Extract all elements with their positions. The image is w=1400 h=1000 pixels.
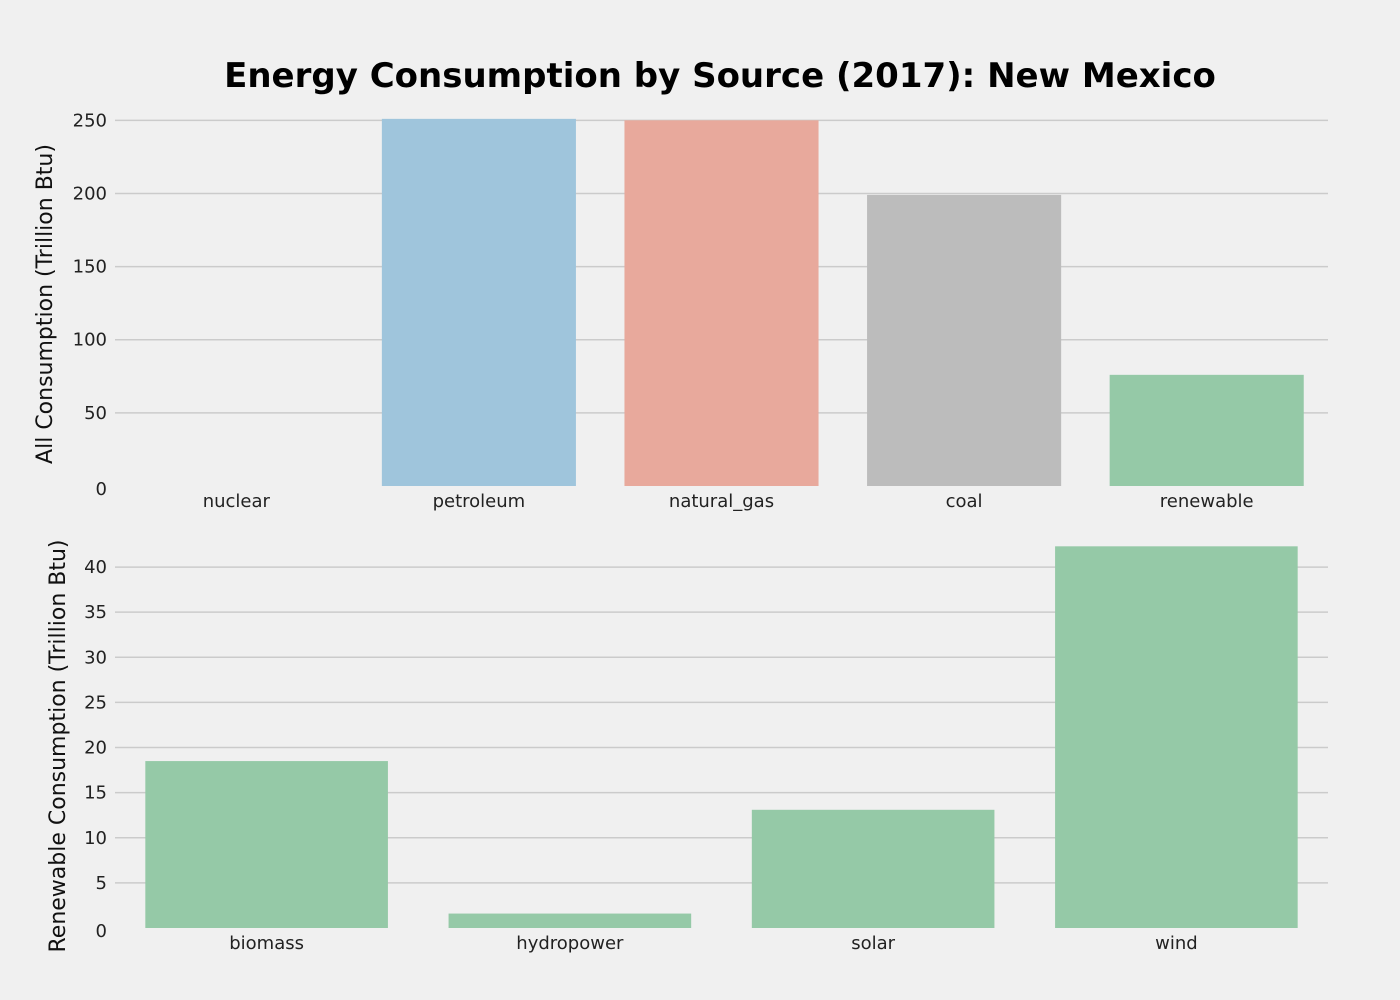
y-tick-label: 50 — [84, 403, 107, 424]
y-tick-label: 20 — [84, 738, 107, 759]
bar-petroleum — [381, 118, 576, 486]
bar-coal — [867, 194, 1062, 486]
y-tick-label: 200 — [73, 183, 107, 204]
all-consumption-panel: 0 50 100 150 200 250 nuclear petroleum natural_g… — [33, 110, 1328, 512]
renewable-consumption-panel: 0 5 10 15 20 25 30 35 40 biomass hydropower solar wi… — [46, 539, 1328, 954]
x-tick-label: hydropower — [516, 933, 624, 954]
x-tick-label: nuclear — [203, 491, 271, 512]
y-tick-label: 150 — [73, 257, 107, 278]
x-tick-label: biomass — [229, 933, 304, 954]
y-tick-label: 0 — [96, 479, 107, 500]
y-axis-label: All Consumption (Trillion Btu) — [33, 144, 58, 464]
bar-biomass — [145, 761, 388, 928]
x-tick-label: solar — [851, 933, 895, 954]
y-axis-label: Renewable Consumption (Trillion Btu) — [46, 539, 71, 952]
chart-title: Energy Consumption by Source (2017): New… — [224, 56, 1216, 96]
y-tick-label: 15 — [84, 783, 107, 804]
y-tick-label: 25 — [84, 692, 107, 713]
y-tick-label: 100 — [73, 330, 107, 351]
x-tick-label: coal — [946, 491, 983, 512]
y-tick-label: 30 — [84, 647, 107, 668]
y-tick-label: 35 — [84, 602, 107, 623]
bar-renewable — [1109, 374, 1304, 486]
bar-wind — [1055, 546, 1298, 928]
y-tick-label: 5 — [96, 873, 107, 894]
y-tick-label: 10 — [84, 828, 107, 849]
x-tick-label: petroleum — [433, 491, 526, 512]
x-tick-label: natural_gas — [669, 491, 774, 512]
y-tick-label: 40 — [84, 557, 107, 578]
x-tick-label: renewable — [1160, 491, 1254, 512]
bar-solar — [751, 809, 995, 928]
y-tick-label: 0 — [96, 921, 107, 942]
bar-hydropower — [448, 913, 692, 928]
x-tick-label: wind — [1155, 933, 1198, 954]
y-tick-label: 250 — [73, 110, 107, 131]
bar-natural_gas — [624, 120, 819, 487]
